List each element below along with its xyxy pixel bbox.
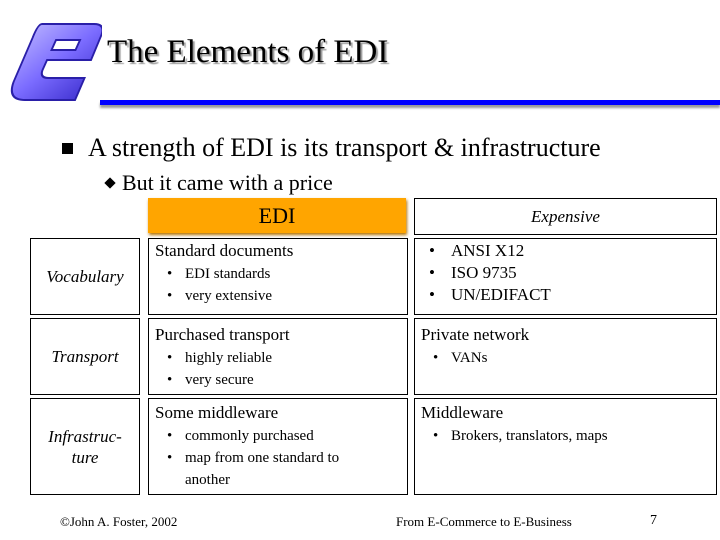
- expensive-cell-list: ANSI X12 ISO 9735 UN/EDIFACT: [429, 240, 551, 306]
- expensive-cell-vocabulary: ANSI X12 ISO 9735 UN/EDIFACT: [414, 238, 717, 315]
- expensive-header-label: Expensive: [531, 206, 600, 226]
- expensive-cell-infrastructure: Middleware Brokers, translators, maps: [414, 398, 717, 495]
- edi-cell-list: highly reliable very secure: [167, 347, 272, 391]
- row-label-vocabulary: Vocabulary: [30, 238, 140, 315]
- edi-cell-heading: Some middleware: [155, 403, 279, 422]
- edi-cell-transport: Purchased transport highly reliable very…: [148, 318, 408, 395]
- list-item: highly reliable: [167, 347, 272, 369]
- edi-column-header: EDI: [148, 198, 406, 233]
- edi-cell-heading: Purchased transport: [155, 325, 290, 344]
- expensive-cell-transport: Private network VANs: [414, 318, 717, 395]
- edi-cell-vocabulary: Standard documents EDI standards very ex…: [148, 238, 408, 315]
- page-number: 7: [650, 513, 657, 528]
- title-underline: [100, 100, 720, 105]
- expensive-cell-heading: Middleware: [421, 403, 504, 422]
- sub-bullet-text: But it came with a price: [122, 170, 333, 195]
- row-label-text: Infrastruc-: [48, 426, 122, 446]
- row-label-transport: Transport: [30, 318, 140, 395]
- edi-cell-list: commonly purchased map from one standard…: [167, 425, 382, 491]
- edi-cell-infrastructure: Some middleware commonly purchased map f…: [148, 398, 408, 495]
- footer-copyright: ©John A. Foster, 2002: [60, 514, 178, 529]
- list-item: very extensive: [167, 285, 272, 307]
- diamond-bullet-icon: [104, 177, 116, 189]
- edi-cell-heading: Standard documents: [155, 241, 294, 260]
- edi-header-label: EDI: [258, 202, 296, 228]
- row-label-text: Transport: [51, 347, 119, 366]
- list-item: commonly purchased: [167, 425, 382, 447]
- row-label-text: ture: [71, 447, 99, 467]
- expensive-cell-list: Brokers, translators, maps: [433, 425, 608, 447]
- square-bullet-icon: [62, 143, 73, 154]
- footer-course-title: From E-Commerce to E-Business: [396, 514, 572, 529]
- slide-title: The Elements of EDI: [107, 34, 389, 70]
- list-item: ANSI X12: [429, 240, 551, 262]
- list-item: Brokers, translators, maps: [433, 425, 608, 447]
- main-bullet-text: A strength of EDI is its transport & inf…: [88, 133, 601, 162]
- edi-cell-list: EDI standards very extensive: [167, 263, 272, 307]
- list-item: very secure: [167, 369, 272, 391]
- expensive-cell-list: VANs: [433, 347, 487, 369]
- list-item: map from one standard to another: [167, 447, 382, 491]
- list-item: EDI standards: [167, 263, 272, 285]
- row-label-infrastructure: Infrastruc- ture: [30, 398, 140, 495]
- list-item: ISO 9735: [429, 262, 551, 284]
- list-item: UN/EDIFACT: [429, 284, 551, 306]
- list-item: VANs: [433, 347, 487, 369]
- expensive-column-header: Expensive: [414, 198, 717, 235]
- e-logo-icon: [8, 16, 104, 108]
- expensive-cell-heading: Private network: [421, 325, 530, 344]
- row-label-text: Vocabulary: [46, 267, 124, 286]
